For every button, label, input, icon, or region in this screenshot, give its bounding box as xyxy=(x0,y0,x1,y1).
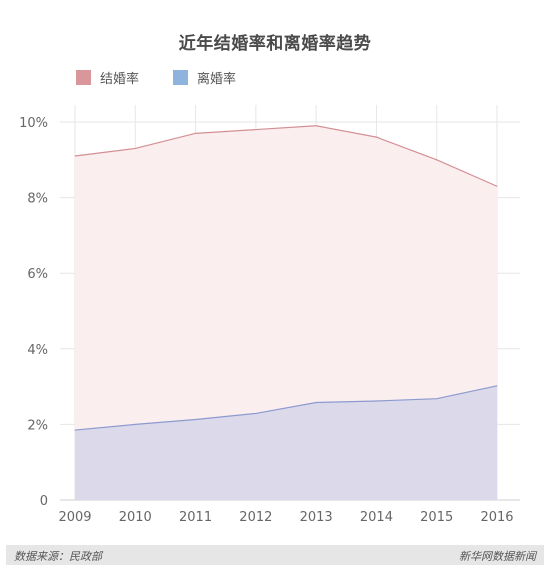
point-marriage-rate xyxy=(496,185,498,187)
legend-label-marriage: 结婚率 xyxy=(100,72,140,87)
y-tick-label: 10% xyxy=(19,116,48,131)
point-marriage-rate xyxy=(74,155,76,157)
x-tick-label: 2011 xyxy=(179,510,212,525)
legend-swatch-divorce xyxy=(173,70,189,85)
y-tick-label: 6% xyxy=(27,267,48,282)
point-divorce-rate xyxy=(255,412,257,414)
y-tick-label: 4% xyxy=(27,343,48,358)
legend-item-marriage: 结婚率 xyxy=(76,68,139,87)
y-tick-label: 2% xyxy=(27,418,48,433)
y-tick-label: 8% xyxy=(27,192,48,207)
point-marriage-rate xyxy=(255,129,257,131)
point-marriage-rate xyxy=(436,159,438,161)
legend: 结婚率 离婚率 xyxy=(76,68,270,87)
legend-label-divorce: 离婚率 xyxy=(197,72,237,87)
point-marriage-rate xyxy=(195,132,197,134)
x-tick-label: 2009 xyxy=(58,510,91,525)
point-marriage-rate xyxy=(134,147,136,149)
legend-swatch-marriage xyxy=(76,70,91,85)
data-source: 数据来源：民政部 xyxy=(14,550,102,563)
area-divorce-rate xyxy=(75,385,497,500)
x-tick-label: 2013 xyxy=(300,510,333,525)
x-tick-label: 2010 xyxy=(119,510,152,525)
line-divorce-rate xyxy=(74,385,498,431)
chart-title: 近年结婚率和离婚率趋势 xyxy=(178,34,372,54)
line-marriage-rate xyxy=(74,125,498,187)
point-divorce-rate xyxy=(134,423,136,425)
point-marriage-rate xyxy=(375,136,377,138)
x-tick-label: 2012 xyxy=(239,510,272,525)
y-tick-label: 0 xyxy=(40,494,48,509)
point-divorce-rate xyxy=(375,400,377,402)
x-tick-label: 2014 xyxy=(360,510,393,525)
point-divorce-rate xyxy=(315,401,317,403)
x-tick-label: 2015 xyxy=(420,510,453,525)
publisher-credit: 新华网数据新闻 xyxy=(459,550,536,563)
point-divorce-rate xyxy=(74,429,76,431)
x-tick-label: 2016 xyxy=(480,510,513,525)
point-divorce-rate xyxy=(195,418,197,420)
point-marriage-rate xyxy=(315,125,317,127)
footer-bar: 数据来源：民政部 新华网数据新闻 xyxy=(6,545,544,565)
point-divorce-rate xyxy=(436,398,438,400)
legend-item-divorce: 离婚率 xyxy=(173,68,236,87)
point-divorce-rate xyxy=(496,385,498,387)
